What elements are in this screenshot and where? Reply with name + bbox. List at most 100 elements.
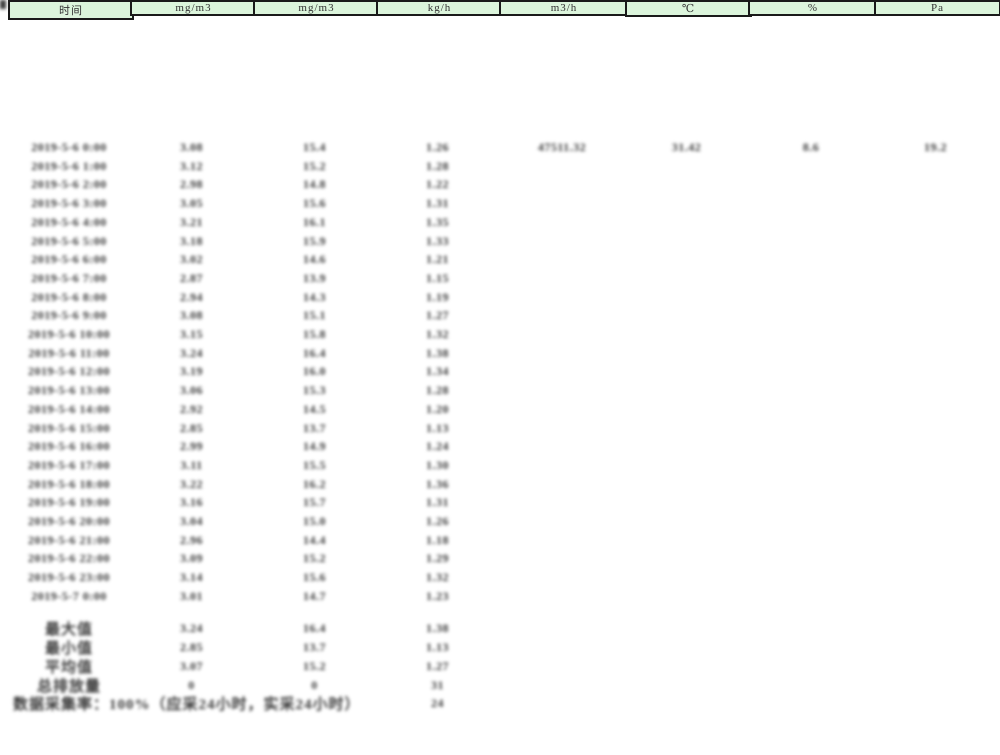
- data-cell-r1-c0[interactable]: 2019-5-6 2:00: [31, 177, 107, 191]
- data-cell-r15-c3[interactable]: 1.24: [426, 439, 449, 453]
- data-cell-r1-c2[interactable]: 14.8: [303, 177, 326, 191]
- data-cell-r0-c2[interactable]: 15.2: [303, 159, 326, 173]
- summary-cell-r3-c3[interactable]: 31: [431, 678, 444, 692]
- data-cell-r22-c3[interactable]: 1.32: [426, 570, 449, 584]
- first-row-cell-0[interactable]: 2019-5-6 0:00: [31, 140, 107, 154]
- data-cell-r0-c3[interactable]: 1.28: [426, 159, 449, 173]
- unit-header-cell-0[interactable]: 时间: [8, 0, 134, 20]
- data-cell-r20-c0[interactable]: 2019-5-6 21:00: [28, 533, 110, 547]
- data-cell-r19-c0[interactable]: 2019-5-6 20:00: [28, 514, 110, 528]
- summary-cell-r3-c1[interactable]: 0: [188, 678, 195, 692]
- first-row-cell-7[interactable]: 19.2: [924, 140, 947, 154]
- data-cell-r6-c3[interactable]: 1.15: [426, 271, 449, 285]
- data-cell-r15-c0[interactable]: 2019-5-6 16:00: [28, 439, 110, 453]
- data-cell-r7-c3[interactable]: 1.19: [426, 290, 449, 304]
- data-cell-r3-c1[interactable]: 3.21: [180, 215, 203, 229]
- data-cell-r7-c1[interactable]: 2.94: [180, 290, 203, 304]
- data-cell-r18-c1[interactable]: 3.16: [180, 495, 203, 509]
- data-cell-r3-c0[interactable]: 2019-5-6 4:00: [31, 215, 107, 229]
- summary-cell-r0-c1[interactable]: 3.24: [180, 621, 203, 635]
- data-cell-r23-c2[interactable]: 14.7: [303, 589, 326, 603]
- summary-cell-r2-c3[interactable]: 1.27: [426, 659, 449, 673]
- first-row-cell-6[interactable]: 8.6: [802, 140, 820, 154]
- summary-cell-r1-c0[interactable]: 最小值: [44, 641, 93, 657]
- data-cell-r17-c3[interactable]: 1.36: [426, 477, 449, 491]
- data-cell-r8-c0[interactable]: 2019-5-6 9:00: [31, 308, 107, 322]
- data-cell-r20-c2[interactable]: 14.4: [303, 533, 326, 547]
- data-cell-r14-c2[interactable]: 13.7: [303, 421, 326, 435]
- footer-value[interactable]: 24: [431, 696, 444, 710]
- data-cell-r18-c2[interactable]: 15.7: [303, 495, 326, 509]
- data-cell-r20-c3[interactable]: 1.18: [426, 533, 449, 547]
- data-cell-r13-c2[interactable]: 14.5: [303, 402, 326, 416]
- unit-header-cell-1[interactable]: mg/m3: [130, 0, 257, 16]
- summary-cell-r0-c3[interactable]: 1.38: [426, 621, 449, 635]
- data-cell-r6-c1[interactable]: 2.87: [180, 271, 203, 285]
- summary-cell-r1-c1[interactable]: 2.85: [180, 640, 203, 654]
- data-cell-r17-c0[interactable]: 2019-5-6 18:00: [28, 477, 110, 491]
- data-cell-r10-c1[interactable]: 3.24: [180, 346, 203, 360]
- first-row-cell-1[interactable]: 3.08: [180, 140, 203, 154]
- data-cell-r20-c1[interactable]: 2.96: [180, 533, 203, 547]
- data-cell-r22-c1[interactable]: 3.14: [180, 570, 203, 584]
- data-cell-r3-c3[interactable]: 1.35: [426, 215, 449, 229]
- data-cell-r10-c0[interactable]: 2019-5-6 11:00: [28, 346, 110, 360]
- data-cell-r4-c2[interactable]: 15.9: [303, 234, 326, 248]
- data-cell-r19-c3[interactable]: 1.26: [426, 514, 449, 528]
- data-cell-r0-c0[interactable]: 2019-5-6 1:00: [31, 159, 107, 173]
- data-cell-r15-c1[interactable]: 2.99: [180, 439, 203, 453]
- data-cell-r16-c0[interactable]: 2019-5-6 17:00: [28, 458, 110, 472]
- data-cell-r9-c0[interactable]: 2019-5-6 10:00: [28, 327, 110, 341]
- data-cell-r11-c0[interactable]: 2019-5-6 12:00: [28, 364, 110, 378]
- data-cell-r23-c3[interactable]: 1.23: [426, 589, 449, 603]
- data-cell-r21-c1[interactable]: 3.09: [180, 551, 203, 565]
- data-cell-r12-c2[interactable]: 15.3: [303, 383, 326, 397]
- data-cell-r7-c2[interactable]: 14.3: [303, 290, 326, 304]
- data-cell-r21-c2[interactable]: 15.2: [303, 551, 326, 565]
- data-cell-r13-c0[interactable]: 2019-5-6 14:00: [28, 402, 110, 416]
- data-cell-r17-c1[interactable]: 3.22: [180, 477, 203, 491]
- data-cell-r8-c3[interactable]: 1.27: [426, 308, 449, 322]
- data-cell-r10-c3[interactable]: 1.38: [426, 346, 449, 360]
- summary-cell-r3-c2[interactable]: 0: [311, 678, 318, 692]
- data-cell-r22-c0[interactable]: 2019-5-6 23:00: [28, 570, 110, 584]
- unit-header-cell-3[interactable]: kg/h: [376, 0, 503, 16]
- data-cell-r6-c2[interactable]: 13.9: [303, 271, 326, 285]
- data-cell-r6-c0[interactable]: 2019-5-6 7:00: [31, 271, 107, 285]
- unit-header-cell-5[interactable]: ℃: [625, 0, 752, 17]
- data-cell-r8-c1[interactable]: 3.08: [180, 308, 203, 322]
- data-cell-r5-c2[interactable]: 14.6: [303, 252, 326, 266]
- data-cell-r17-c2[interactable]: 16.2: [303, 477, 326, 491]
- data-cell-r23-c0[interactable]: 2019-5-7 0:00: [31, 589, 107, 603]
- data-cell-r21-c0[interactable]: 2019-5-6 22:00: [28, 551, 110, 565]
- first-row-cell-4[interactable]: 47511.32: [537, 140, 587, 154]
- summary-cell-r1-c2[interactable]: 13.7: [303, 640, 326, 654]
- data-cell-r9-c1[interactable]: 3.15: [180, 327, 203, 341]
- data-cell-r13-c1[interactable]: 2.92: [180, 402, 203, 416]
- summary-cell-r2-c1[interactable]: 3.07: [180, 659, 203, 673]
- data-cell-r5-c3[interactable]: 1.21: [426, 252, 449, 266]
- summary-cell-r3-c0[interactable]: 总排放量: [36, 679, 101, 695]
- data-cell-r16-c1[interactable]: 3.11: [180, 458, 203, 472]
- data-cell-r4-c0[interactable]: 2019-5-6 5:00: [31, 234, 107, 248]
- data-cell-r2-c1[interactable]: 3.05: [180, 196, 203, 210]
- first-row-cell-2[interactable]: 15.4: [303, 140, 326, 154]
- data-cell-r19-c2[interactable]: 15.0: [303, 514, 326, 528]
- data-cell-r14-c0[interactable]: 2019-5-6 15:00: [28, 421, 110, 435]
- data-cell-r5-c0[interactable]: 2019-5-6 6:00: [31, 252, 107, 266]
- data-cell-r11-c1[interactable]: 3.19: [180, 364, 203, 378]
- summary-cell-r2-c0[interactable]: 平均值: [44, 660, 93, 676]
- data-cell-r11-c2[interactable]: 16.0: [303, 364, 326, 378]
- data-cell-r9-c3[interactable]: 1.32: [426, 327, 449, 341]
- data-cell-r23-c1[interactable]: 3.01: [180, 589, 203, 603]
- data-cell-r2-c0[interactable]: 2019-5-6 3:00: [31, 196, 107, 210]
- data-cell-r12-c0[interactable]: 2019-5-6 13:00: [28, 383, 110, 397]
- data-cell-r2-c3[interactable]: 1.31: [426, 196, 449, 210]
- data-cell-r22-c2[interactable]: 15.6: [303, 570, 326, 584]
- first-row-cell-3[interactable]: 1.26: [426, 140, 449, 154]
- data-cell-r7-c0[interactable]: 2019-5-6 8:00: [31, 290, 107, 304]
- data-cell-r4-c3[interactable]: 1.33: [426, 234, 449, 248]
- data-cell-r5-c1[interactable]: 3.02: [180, 252, 203, 266]
- data-cell-r8-c2[interactable]: 15.1: [303, 308, 326, 322]
- data-cell-r15-c2[interactable]: 14.9: [303, 439, 326, 453]
